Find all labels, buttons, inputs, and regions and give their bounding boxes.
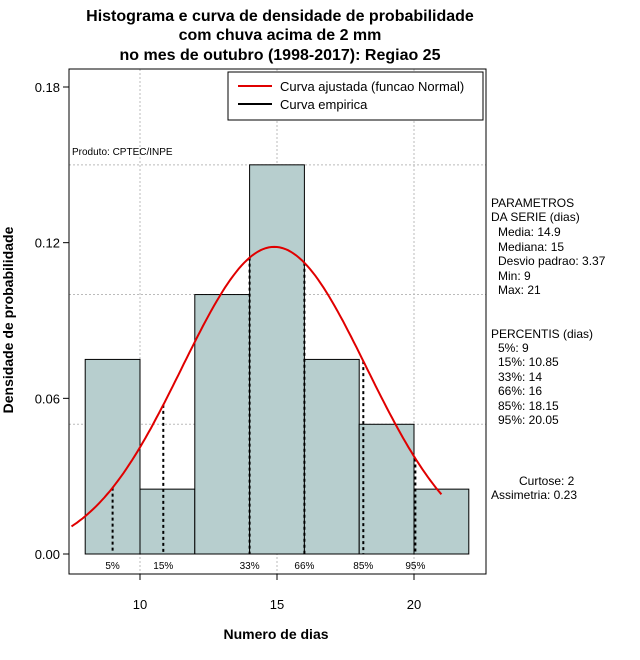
- stats-p95: 95%: 20.05: [498, 413, 559, 427]
- y-axis-label: Densidade de probabilidade: [0, 226, 16, 413]
- percentile-label: 66%: [294, 561, 314, 572]
- produto-annotation: Produto: CPTEC/INPE: [72, 147, 173, 158]
- stats-p66: 66%: 16: [498, 384, 543, 398]
- histogram-bar: [358, 423, 415, 555]
- chart-title-line-1: Histograma e curva de densidade de proba…: [86, 8, 474, 25]
- percentile-label: 85%: [353, 561, 373, 572]
- stats-assimetria: Assimetria: 0.23: [491, 488, 578, 502]
- percentile-lines: 5% 15% 33% 66% 85% 95%: [105, 257, 425, 572]
- histogram-bar: [303, 358, 360, 555]
- stats-p33: 33%: 14: [498, 370, 543, 384]
- histogram-bar: [249, 164, 305, 555]
- stats-p5: 5%: 9: [498, 341, 529, 355]
- legend: Curva ajustada (funcao Normal) Curva emp…: [227, 71, 484, 121]
- percentile-label: 15%: [153, 561, 173, 572]
- stats-percentis-title: PERCENTIS (dias): [491, 327, 594, 341]
- percentile-label: 5%: [105, 561, 120, 572]
- stats-max: Max: 21: [498, 283, 541, 297]
- chart-title-line-3: no mes de outubro (1998-2017): Regiao 25: [119, 47, 441, 64]
- histogram-bar: [194, 294, 251, 555]
- histogram-bar: [413, 488, 470, 555]
- x-tick-label: 20: [407, 597, 421, 612]
- histogram-bar: [139, 488, 196, 555]
- percentile-label: 95%: [405, 561, 425, 572]
- chart-title-line-2: com chuva acima de 2 mm: [178, 27, 382, 44]
- legend-label-empirical: Curva empirica: [280, 97, 368, 112]
- stats-mediana: Mediana: 15: [498, 240, 565, 254]
- x-axis-label: Numero de dias: [223, 626, 328, 642]
- y-tick-label: 0.12: [35, 236, 60, 251]
- stats-p85: 85%: 18.15: [498, 399, 559, 413]
- y-tick-label: 0.06: [35, 391, 60, 406]
- histogram-bars: [84, 164, 470, 555]
- fitted-curve-layer: [70, 245, 443, 528]
- stats-curtose: Curtose: 2: [519, 474, 575, 488]
- stats-parametros-title-1: PARAMETROS: [491, 196, 575, 210]
- y-tick-label: 0.00: [35, 547, 60, 562]
- y-tick-label: 0.18: [35, 80, 60, 95]
- legend-label-fitted: Curva ajustada (funcao Normal): [280, 79, 464, 94]
- x-tick-label: 15: [270, 597, 284, 612]
- stats-p15: 15%: 10.85: [498, 355, 559, 369]
- axes: 0.00 0.06 0.12 0.18 10 15 20: [35, 80, 422, 612]
- stats-min: Min: 9: [498, 269, 531, 283]
- x-tick-label: 10: [133, 597, 147, 612]
- legend-box: [227, 71, 484, 121]
- percentile-label: 33%: [240, 561, 260, 572]
- histogram-bar: [84, 358, 141, 555]
- stats-desvio: Desvio padrao: 3.37: [498, 254, 606, 268]
- fitted-normal-curve: [70, 245, 443, 528]
- stats-parametros-title-2: DA SERIE (dias): [491, 210, 580, 224]
- stats-media: Media: 14.9: [498, 225, 561, 239]
